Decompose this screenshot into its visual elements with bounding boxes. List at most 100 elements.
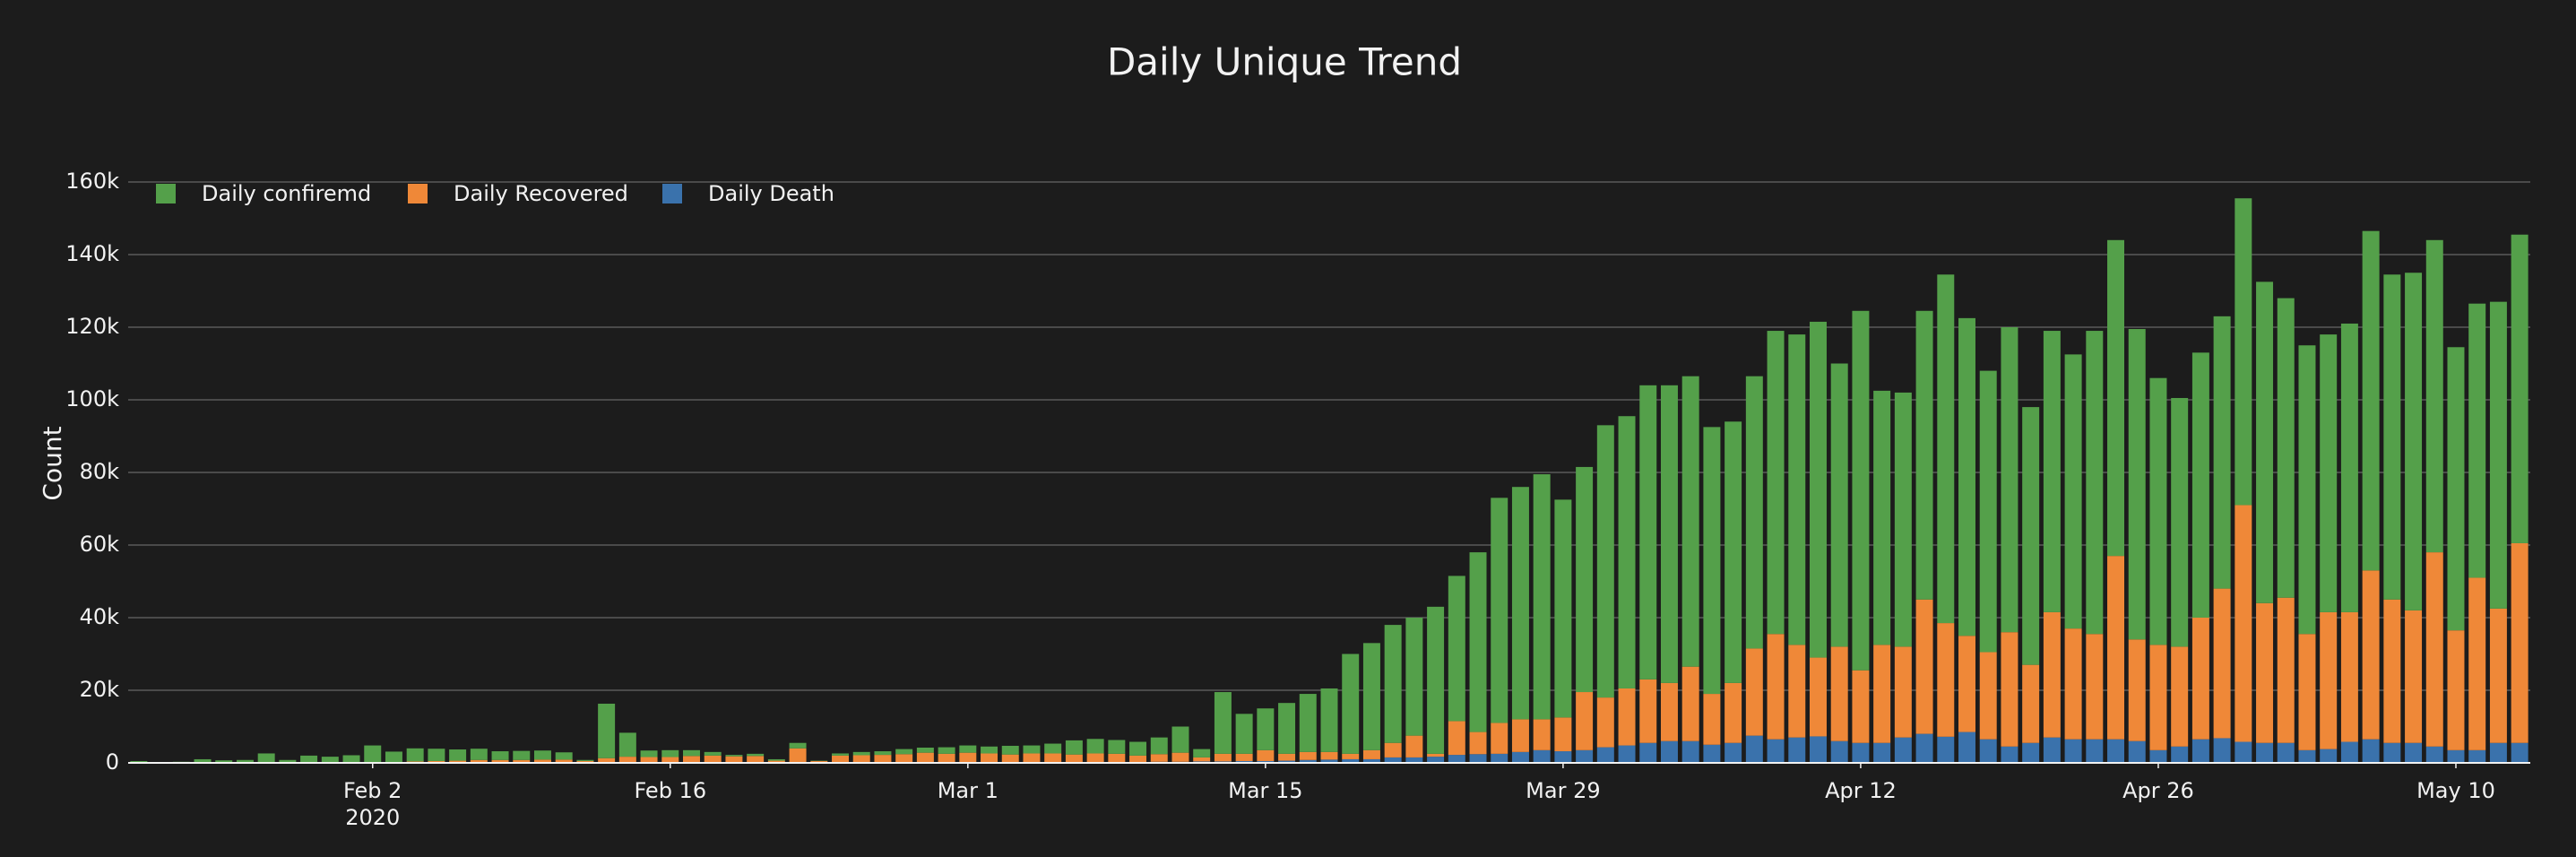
bar-segment <box>1108 740 1126 754</box>
bar-segment <box>832 753 849 756</box>
bar-segment <box>938 747 955 754</box>
bar-segment <box>1767 331 1785 635</box>
bar-segment <box>1830 740 1848 763</box>
bar-segment <box>2043 737 2061 763</box>
bar-segment <box>895 754 913 763</box>
bar-segment <box>1469 731 1487 755</box>
bar-segment <box>2064 739 2082 763</box>
bar-segment <box>2340 323 2358 612</box>
bar-segment <box>2064 354 2082 629</box>
bar-segment <box>300 755 318 763</box>
bar-segment <box>1873 390 1891 645</box>
bar-segment <box>2425 746 2443 763</box>
bar-segment <box>874 755 892 763</box>
bar-segment <box>1171 752 1189 762</box>
bar-segment <box>1894 392 1912 647</box>
bar-segment <box>1852 310 1870 671</box>
bar-segment <box>1362 643 1380 750</box>
bar-segment <box>2128 740 2146 763</box>
bar-segment <box>2171 746 2189 763</box>
bar-segment <box>1810 657 1827 737</box>
bar-segment <box>321 757 339 763</box>
bar-segment <box>1979 739 1997 763</box>
bar-segment <box>1745 376 1763 649</box>
bar-segment <box>1788 737 1806 763</box>
bar-segment <box>1958 731 1975 763</box>
bar-segment <box>2320 334 2338 612</box>
bar-segment <box>342 755 360 763</box>
bar-segment <box>916 752 934 763</box>
bar-segment <box>533 750 551 760</box>
bar-segment <box>1979 652 1997 740</box>
bar-segment <box>1639 742 1657 763</box>
bar-segment <box>2149 377 2167 645</box>
legend-label: Daily Recovered <box>454 181 628 206</box>
bar-segment <box>2340 611 2358 742</box>
bar-segment <box>2191 618 2209 740</box>
bar-segment <box>449 749 467 761</box>
bar-segment <box>1533 749 1551 763</box>
bar-segment <box>1129 755 1147 763</box>
bar-segment <box>1469 754 1487 763</box>
bar-segment <box>1681 740 1699 763</box>
bar-segment <box>1448 755 1465 763</box>
bar-segment <box>1257 749 1275 761</box>
bar-segment <box>1001 754 1019 763</box>
bar-segment <box>2001 746 2018 763</box>
x-tick-label: Feb 16 <box>634 778 706 803</box>
bar-segment <box>1427 606 1445 754</box>
bar-segment <box>2489 608 2507 743</box>
bar-segment <box>1725 421 1742 683</box>
bar-segment <box>2320 749 2338 763</box>
bar-segment <box>683 756 700 763</box>
bar-segment <box>1554 751 1572 763</box>
bar-segment <box>2489 301 2507 609</box>
bar-segment <box>1448 721 1465 756</box>
y-tick-label: 40k <box>80 604 120 629</box>
bar-segment <box>1596 747 1614 763</box>
bar-segment <box>2425 239 2443 553</box>
bar-segment <box>1596 425 1614 698</box>
bar-segment <box>1044 743 1062 754</box>
bar-segment <box>1086 739 1104 754</box>
bar-segment <box>789 748 807 763</box>
bar-segment <box>618 732 636 757</box>
legend-label: Daily confiremd <box>202 181 371 206</box>
bar-segment <box>2447 630 2465 750</box>
bar-segment <box>1660 385 1678 683</box>
bar-segment <box>1171 726 1189 753</box>
bar-segment <box>2235 505 2252 742</box>
bar-segment <box>852 755 870 763</box>
bar-segment <box>470 749 488 760</box>
bar-segment <box>2447 347 2465 631</box>
bar-segment <box>1320 688 1338 752</box>
bar-segment <box>895 749 913 755</box>
bar-segment <box>1830 363 1848 647</box>
bar-segment <box>2043 611 2061 738</box>
bar-segment <box>1023 753 1041 763</box>
y-tick-label: 60k <box>80 532 120 557</box>
bar-segment <box>2256 602 2274 743</box>
bar-segment <box>661 757 679 763</box>
bar-segment <box>2149 749 2167 763</box>
bar-segment <box>1384 625 1402 743</box>
bar-segment <box>555 759 573 763</box>
bar-segment <box>789 742 807 749</box>
bar-segment <box>832 755 849 763</box>
bar-segment <box>428 749 445 761</box>
bar-segment <box>1278 753 1296 761</box>
bar-segment <box>1533 719 1551 750</box>
bar-segment <box>491 759 509 763</box>
bar-segment <box>1427 753 1445 757</box>
bar-segment <box>555 752 573 760</box>
bar-segment <box>2022 407 2040 665</box>
bar-segment <box>1788 645 1806 738</box>
bar-segment <box>2511 234 2528 543</box>
bar-segment <box>767 760 785 763</box>
bar-segment <box>598 757 616 763</box>
bar-segment <box>2213 588 2231 739</box>
bar-segment <box>2064 628 2082 740</box>
bar-segment <box>2213 316 2231 589</box>
bar-segment <box>1257 760 1275 763</box>
bar-segment <box>449 760 467 763</box>
